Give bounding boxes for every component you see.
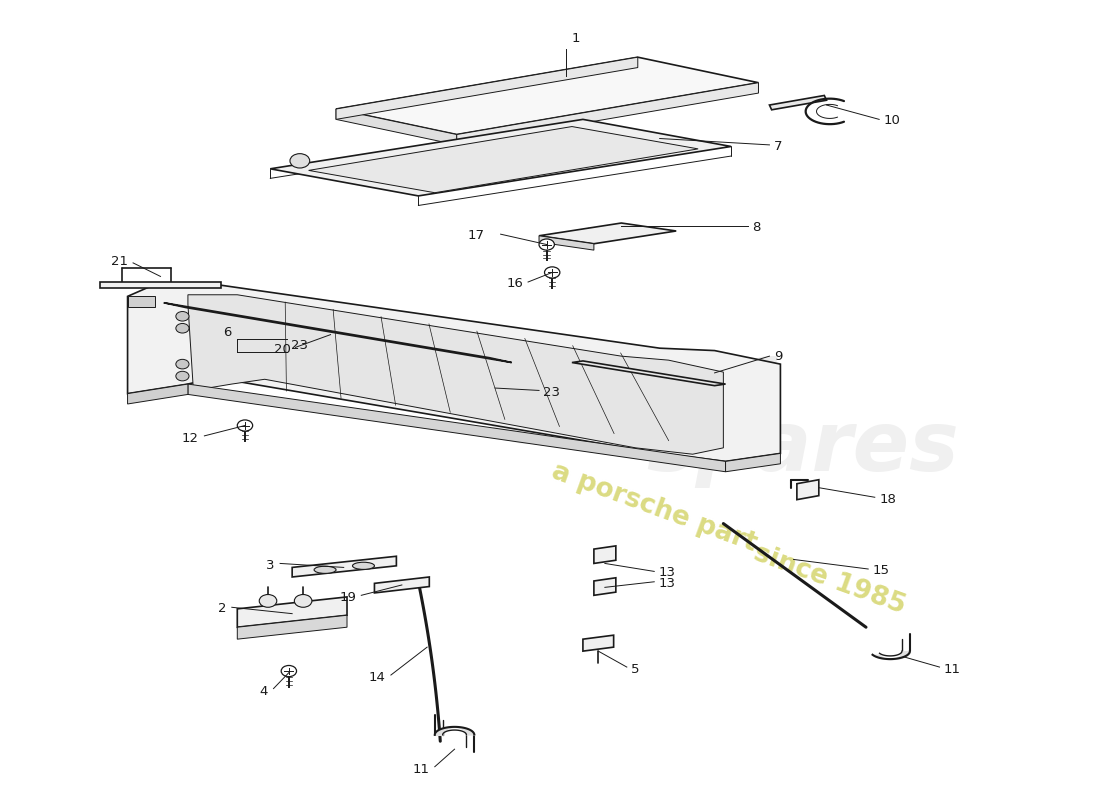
Polygon shape (100, 282, 221, 288)
Polygon shape (128, 285, 780, 462)
Text: 8: 8 (752, 222, 760, 234)
Text: eur: eur (483, 326, 771, 474)
Polygon shape (583, 635, 614, 651)
Text: 10: 10 (883, 114, 901, 127)
Ellipse shape (352, 562, 374, 570)
Text: 5: 5 (631, 663, 640, 676)
Text: 11: 11 (944, 663, 961, 676)
Circle shape (176, 359, 189, 369)
Text: 13: 13 (659, 566, 675, 579)
Circle shape (260, 594, 277, 607)
Polygon shape (128, 384, 188, 404)
Text: 6: 6 (223, 326, 232, 339)
Circle shape (176, 371, 189, 381)
Text: 2: 2 (218, 602, 227, 615)
Polygon shape (164, 302, 512, 362)
Text: 7: 7 (773, 140, 782, 153)
Circle shape (544, 267, 560, 278)
Polygon shape (539, 236, 594, 250)
Polygon shape (336, 57, 638, 119)
Polygon shape (374, 577, 429, 593)
Text: 1: 1 (572, 32, 581, 46)
Polygon shape (188, 384, 726, 472)
Polygon shape (456, 82, 759, 145)
Circle shape (295, 594, 312, 607)
Polygon shape (572, 361, 726, 386)
Text: 18: 18 (879, 493, 896, 506)
Polygon shape (188, 294, 724, 454)
Polygon shape (238, 597, 346, 627)
Text: 20: 20 (274, 343, 292, 356)
Polygon shape (309, 126, 698, 193)
Polygon shape (293, 556, 396, 577)
Polygon shape (539, 223, 676, 244)
Text: 4: 4 (260, 686, 268, 698)
Text: 13: 13 (659, 577, 675, 590)
Text: 21: 21 (111, 254, 128, 268)
Text: 3: 3 (266, 558, 275, 571)
Circle shape (238, 420, 253, 431)
Text: 23: 23 (543, 386, 560, 398)
Polygon shape (796, 480, 818, 500)
Polygon shape (769, 95, 826, 110)
Polygon shape (726, 454, 780, 472)
Text: 12: 12 (182, 432, 199, 445)
Text: 17: 17 (468, 230, 484, 242)
Text: 15: 15 (872, 564, 890, 577)
Circle shape (539, 239, 554, 250)
Polygon shape (594, 578, 616, 595)
Text: since 1985: since 1985 (750, 540, 910, 619)
Circle shape (176, 311, 189, 321)
Circle shape (290, 154, 310, 168)
Text: spares: spares (646, 407, 959, 488)
Text: a porsche part: a porsche part (548, 458, 760, 557)
Polygon shape (238, 615, 346, 639)
Circle shape (282, 666, 297, 677)
Polygon shape (336, 109, 456, 145)
Text: 14: 14 (368, 671, 385, 684)
Ellipse shape (315, 566, 336, 574)
Polygon shape (594, 546, 616, 563)
Text: 9: 9 (773, 350, 782, 363)
Polygon shape (336, 57, 759, 134)
Text: 23: 23 (292, 339, 308, 352)
Circle shape (176, 323, 189, 333)
Text: 19: 19 (340, 591, 356, 604)
Polygon shape (271, 119, 732, 196)
Text: 16: 16 (507, 277, 524, 290)
Text: 11: 11 (412, 763, 429, 777)
Polygon shape (128, 296, 155, 306)
